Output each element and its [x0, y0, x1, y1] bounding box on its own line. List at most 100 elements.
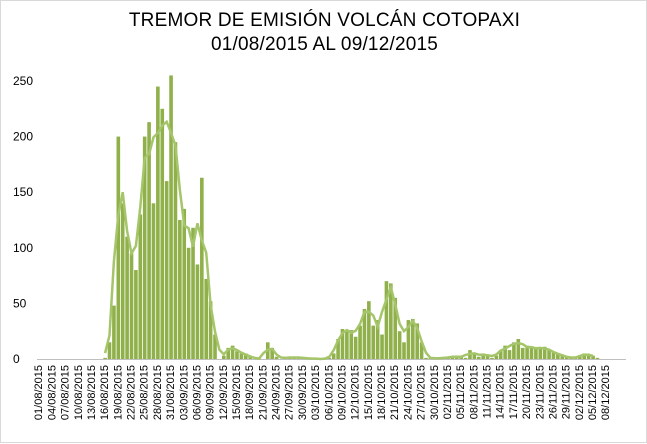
x-tick-label: 30/10/2015: [429, 365, 441, 420]
bar: [538, 348, 543, 359]
x-tick-label: 26/11/2015: [548, 365, 560, 419]
bar: [142, 136, 147, 359]
bar: [503, 345, 507, 359]
bar: [156, 86, 160, 359]
bar: [450, 357, 455, 359]
x-tick-label: 05/12/2015: [587, 365, 599, 420]
x-tick-label: 28/08/2015: [152, 365, 164, 420]
bar: [208, 301, 213, 359]
bar: [151, 203, 156, 359]
bar: [393, 297, 398, 359]
x-tick-label: 29/11/2015: [561, 365, 573, 419]
bar: [547, 350, 551, 359]
bar: [375, 320, 380, 359]
bar: [534, 347, 538, 359]
bar: [120, 203, 125, 359]
bar: [507, 350, 512, 359]
y-tick-label: 250: [13, 74, 33, 88]
x-tick-label: 01/08/2015: [33, 365, 45, 420]
y-tick-label: 50: [13, 296, 27, 310]
x-tick-label: 12/09/2015: [218, 365, 230, 420]
bar: [586, 354, 591, 359]
x-tick-label: 05/11/2015: [455, 365, 467, 419]
bar: [248, 356, 252, 359]
bar: [235, 351, 239, 359]
bar: [556, 353, 560, 359]
bar: [200, 177, 204, 359]
x-tick-label: 27/10/2015: [416, 365, 428, 420]
x-tick-label: 19/08/2015: [112, 365, 124, 420]
bar: [222, 355, 226, 359]
x-tick-label: 04/08/2015: [46, 365, 58, 420]
bar: [213, 334, 217, 359]
x-tick-label: 21/10/2015: [389, 365, 401, 420]
x-tick-label: 27/09/2015: [284, 365, 296, 420]
bar: [107, 342, 112, 359]
bar: [485, 354, 490, 359]
bar: [463, 357, 468, 359]
bar: [411, 318, 415, 359]
x-tick-label: 08/11/2015: [468, 365, 480, 419]
x-tick-label: 07/08/2015: [60, 365, 72, 420]
x-tick-label: 03/09/2015: [178, 365, 190, 420]
bar: [367, 301, 371, 359]
bar: [397, 331, 402, 359]
bar: [182, 208, 187, 359]
bar: [595, 357, 600, 359]
bar: [419, 342, 424, 359]
bar: [353, 336, 358, 359]
bar: [542, 346, 547, 359]
x-tick-label: 15/10/2015: [363, 365, 375, 420]
x-tick-label: 02/12/2015: [574, 365, 586, 420]
bar: [169, 75, 173, 359]
bar: [415, 323, 420, 359]
bar: [116, 136, 121, 359]
y-tick-label: 100: [13, 241, 33, 255]
bar: [481, 353, 485, 359]
x-tick-label: 03/10/2015: [310, 365, 322, 420]
bar: [516, 338, 521, 359]
bar: [160, 108, 165, 359]
x-tick-label: 18/10/2015: [376, 365, 388, 420]
bar: [476, 356, 481, 359]
bar: [112, 305, 116, 359]
x-tick-label: 17/11/2015: [508, 365, 520, 419]
x-tick-label: 31/08/2015: [165, 365, 177, 420]
bar: [103, 357, 107, 359]
x-tick-label: 30/09/2015: [297, 365, 309, 420]
bar: [529, 347, 534, 359]
bar: [134, 270, 138, 359]
x-tick-label: 10/08/2015: [73, 365, 85, 420]
x-tick-label: 22/08/2015: [126, 365, 138, 420]
bar: [204, 278, 209, 359]
bar: [230, 345, 235, 359]
bar: [331, 353, 336, 359]
bar: [239, 353, 244, 359]
bar: [125, 236, 129, 359]
x-tick-label: 14/11/2015: [495, 365, 507, 419]
bar: [147, 122, 151, 359]
bar: [164, 181, 169, 359]
x-tick-label: 24/10/2015: [402, 365, 414, 420]
x-tick-label: 18/09/2015: [244, 365, 256, 420]
bar: [472, 353, 477, 359]
x-tick-label: 09/09/2015: [205, 365, 217, 420]
bar: [173, 142, 178, 359]
x-tick-label: 23/11/2015: [534, 365, 546, 419]
bar: [494, 355, 499, 359]
bar: [349, 330, 354, 359]
x-tick-label: 12/10/2015: [350, 365, 362, 420]
bar: [560, 355, 565, 359]
bar: [358, 325, 362, 359]
x-tick-label: 02/11/2015: [442, 365, 454, 419]
x-tick-label: 16/08/2015: [99, 365, 111, 420]
bar: [186, 247, 191, 359]
x-tick-label: 11/11/2015: [482, 365, 494, 418]
bar: [362, 308, 367, 359]
bar: [402, 342, 406, 359]
bar: [129, 253, 134, 359]
bar: [345, 331, 349, 359]
bar: [274, 356, 279, 359]
bar: [525, 345, 529, 359]
